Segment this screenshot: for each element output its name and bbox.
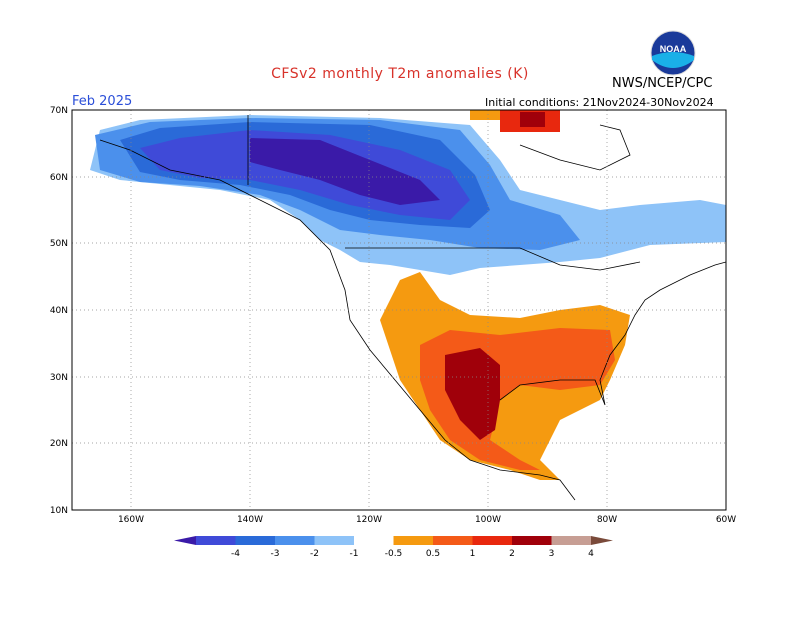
anomaly-warm-arctic-3 xyxy=(470,110,500,120)
lon-label: 60W xyxy=(716,515,736,525)
colorbar-label: -3 xyxy=(271,549,280,559)
lon-label: 140W xyxy=(237,515,263,525)
colorbar-segment xyxy=(472,536,512,545)
colorbar-segment xyxy=(551,536,591,545)
colorbar-label: 2 xyxy=(509,549,515,559)
anomaly-warm-strong xyxy=(445,348,500,440)
colorbar-label: -4 xyxy=(231,549,240,559)
lat-label: 50N xyxy=(50,239,68,249)
initial-conditions: Initial conditions: 21Nov2024-30Nov2024 xyxy=(485,96,714,109)
colorbar-label: -1 xyxy=(350,549,359,559)
org-label: NWS/NCEP/CPC xyxy=(612,76,713,91)
colorbar-segment xyxy=(393,536,433,545)
us-canada-border xyxy=(345,247,641,271)
lon-label: 120W xyxy=(356,515,382,525)
anomaly-fields xyxy=(90,110,726,480)
colorbar-label: 0.5 xyxy=(426,549,440,559)
lon-labels: 160W 140W 120W 100W 80W 60W xyxy=(118,515,736,525)
colorbar-label: -2 xyxy=(310,549,319,559)
coastlines xyxy=(99,115,727,501)
lon-label: 160W xyxy=(118,515,144,525)
colorbar-label: 1 xyxy=(470,549,476,559)
anomaly-warm-arctic-2 xyxy=(520,112,545,127)
lon-label: 80W xyxy=(597,515,617,525)
coastline-north-america xyxy=(99,139,576,501)
colorbar-segment xyxy=(275,536,315,545)
colorbar-arrow-right xyxy=(591,536,613,545)
colorbar-arrow-left xyxy=(174,536,196,545)
svg-text:NOAA: NOAA xyxy=(660,44,687,54)
lat-label: 70N xyxy=(50,106,68,116)
coastline-gulf xyxy=(499,261,727,406)
noaa-logo: NOAA xyxy=(650,30,696,76)
coastline-hudson xyxy=(519,124,631,171)
map-title: CFSv2 monthly T2m anomalies (K) xyxy=(271,66,529,82)
colorbar-segment xyxy=(235,536,275,545)
colorbar-segment xyxy=(354,536,394,545)
colorbar-label: 3 xyxy=(549,549,555,559)
anomaly-cold-extreme xyxy=(250,138,440,205)
colorbar-segment xyxy=(314,536,354,545)
lat-label: 60N xyxy=(50,173,68,183)
colorbar: -4 -3 -2 -1 -0.5 0.5 1 2 3 4 xyxy=(174,536,613,559)
lat-label: 10N xyxy=(50,506,68,516)
colorbar-segment xyxy=(433,536,473,545)
lat-label: 40N xyxy=(50,306,68,316)
gridlines xyxy=(72,110,726,510)
lat-label: 30N xyxy=(50,373,68,383)
lat-labels: 70N 60N 50N 40N 30N 20N 10N xyxy=(50,106,68,516)
colorbar-label: -0.5 xyxy=(385,549,403,559)
colorbar-segment xyxy=(512,536,552,545)
colorbar-segment xyxy=(196,536,236,545)
lon-label: 100W xyxy=(475,515,501,525)
colorbar-label: 4 xyxy=(588,549,594,559)
map-border xyxy=(71,109,727,511)
lat-label: 20N xyxy=(50,439,68,449)
forecast-month: Feb 2025 xyxy=(72,94,133,109)
